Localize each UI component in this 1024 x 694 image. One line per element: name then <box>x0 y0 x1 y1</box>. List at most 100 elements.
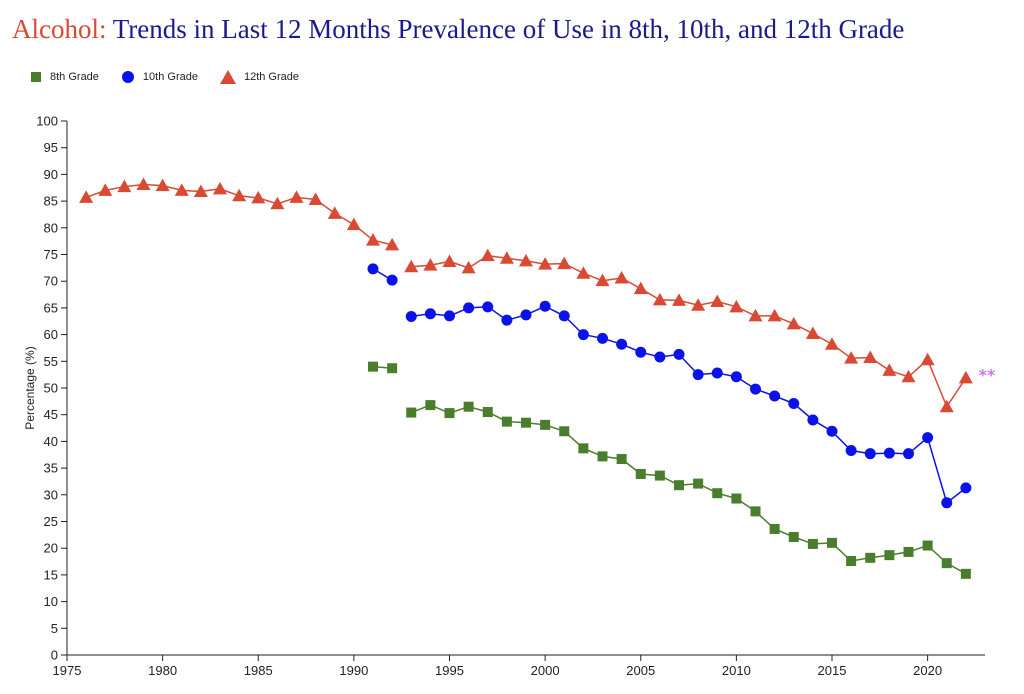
data-point[interactable] <box>270 196 285 210</box>
data-point[interactable] <box>654 351 666 363</box>
data-point[interactable] <box>691 298 706 311</box>
legend-item-10th[interactable]: 10th Grade <box>121 70 198 84</box>
data-point[interactable] <box>635 468 646 479</box>
data-point[interactable] <box>807 538 818 549</box>
data-point[interactable] <box>213 181 227 195</box>
data-point[interactable] <box>463 302 475 314</box>
data-point[interactable] <box>960 482 972 494</box>
data-point[interactable] <box>654 470 665 481</box>
data-point[interactable] <box>597 332 608 344</box>
data-point[interactable] <box>576 266 591 279</box>
data-point[interactable] <box>425 400 436 411</box>
data-point[interactable] <box>501 314 513 326</box>
data-point[interactable] <box>672 293 686 306</box>
data-point[interactable] <box>863 350 878 364</box>
data-point[interactable] <box>424 308 436 320</box>
data-point[interactable] <box>117 179 132 193</box>
data-point[interactable] <box>480 248 495 262</box>
data-point[interactable] <box>922 432 934 444</box>
data-point[interactable] <box>616 454 627 465</box>
data-point[interactable] <box>559 426 570 437</box>
data-point[interactable] <box>920 352 935 366</box>
data-point[interactable] <box>748 308 763 322</box>
data-point[interactable] <box>232 188 247 202</box>
data-point[interactable] <box>521 417 531 428</box>
data-point[interactable] <box>405 310 417 322</box>
data-point[interactable] <box>786 316 801 330</box>
data-point[interactable] <box>941 558 952 569</box>
data-point[interactable] <box>539 300 551 312</box>
data-point[interactable] <box>826 425 838 437</box>
data-point[interactable] <box>404 259 419 273</box>
data-point[interactable] <box>807 414 819 426</box>
data-point[interactable] <box>386 274 398 286</box>
data-point[interactable] <box>769 523 780 534</box>
data-point[interactable] <box>520 309 532 321</box>
data-point[interactable] <box>444 310 455 322</box>
data-point[interactable] <box>767 308 782 322</box>
data-point[interactable] <box>711 367 723 379</box>
data-point[interactable] <box>750 506 761 517</box>
data-point[interactable] <box>461 260 476 274</box>
data-point[interactable] <box>731 493 742 504</box>
data-point[interactable] <box>366 233 380 246</box>
data-point[interactable] <box>577 329 589 341</box>
data-point[interactable] <box>903 546 914 557</box>
data-point[interactable] <box>444 408 455 419</box>
data-point[interactable] <box>463 401 474 412</box>
data-point[interactable] <box>368 361 378 372</box>
data-point[interactable] <box>788 397 800 409</box>
data-point[interactable] <box>901 369 916 383</box>
data-point[interactable] <box>595 273 610 287</box>
data-point[interactable] <box>423 258 438 271</box>
data-point[interactable] <box>597 451 608 462</box>
data-point[interactable] <box>308 192 323 205</box>
data-point[interactable] <box>710 294 725 307</box>
data-point[interactable] <box>558 310 570 322</box>
data-point[interactable] <box>346 217 361 231</box>
data-point[interactable] <box>941 497 953 509</box>
data-point[interactable] <box>136 177 151 191</box>
data-point[interactable] <box>538 257 553 270</box>
data-point[interactable] <box>939 399 954 413</box>
data-point[interactable] <box>193 184 208 197</box>
data-point[interactable] <box>692 369 704 381</box>
data-point[interactable] <box>805 326 820 340</box>
data-point[interactable] <box>367 263 379 275</box>
data-point[interactable] <box>865 552 876 563</box>
data-point[interactable] <box>540 419 551 430</box>
data-point[interactable] <box>174 183 189 196</box>
data-point[interactable] <box>883 447 895 459</box>
data-point[interactable] <box>674 480 684 491</box>
data-point[interactable] <box>289 190 304 203</box>
data-point[interactable] <box>387 363 398 374</box>
data-point[interactable] <box>827 537 837 548</box>
data-point[interactable] <box>652 292 667 306</box>
data-point[interactable] <box>750 383 761 395</box>
data-point[interactable] <box>578 443 589 454</box>
data-point[interactable] <box>673 348 685 360</box>
data-point[interactable] <box>499 251 514 264</box>
legend-item-12th[interactable]: 12th Grade <box>219 70 299 84</box>
data-point[interactable] <box>884 550 895 561</box>
data-point[interactable] <box>730 371 742 383</box>
data-point[interactable] <box>98 183 113 196</box>
data-point[interactable] <box>519 253 533 267</box>
data-point[interactable] <box>406 407 417 418</box>
data-point[interactable] <box>633 281 648 295</box>
data-point[interactable] <box>614 270 629 284</box>
data-point[interactable] <box>327 206 342 219</box>
data-point[interactable] <box>482 301 494 313</box>
data-point[interactable] <box>251 190 266 204</box>
data-point[interactable] <box>958 370 973 384</box>
data-point[interactable] <box>846 556 857 567</box>
data-point[interactable] <box>442 254 457 267</box>
data-point[interactable] <box>922 540 933 551</box>
data-point[interactable] <box>712 488 723 499</box>
data-point[interactable] <box>825 337 839 350</box>
data-point[interactable] <box>501 416 512 427</box>
legend-item-8th[interactable]: 8th Grade <box>30 71 99 83</box>
data-point[interactable] <box>882 363 897 376</box>
data-point[interactable] <box>385 237 400 251</box>
data-point[interactable] <box>788 531 799 542</box>
